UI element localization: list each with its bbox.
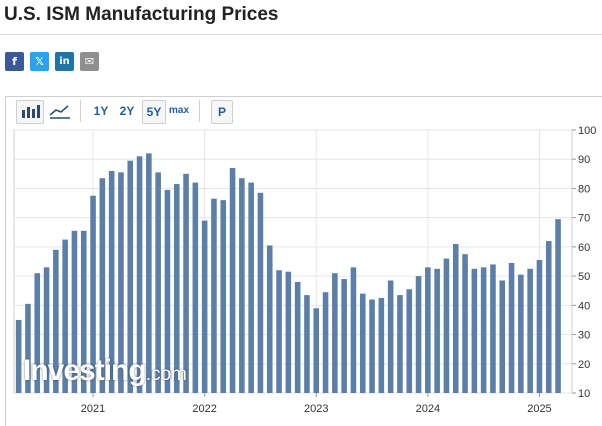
bar[interactable]	[211, 198, 217, 393]
bar[interactable]	[43, 267, 50, 393]
bar[interactable]	[471, 268, 478, 393]
x-share-icon[interactable]: 𝕏	[30, 52, 49, 71]
x-tick-label: 2024	[416, 403, 440, 415]
bar[interactable]	[322, 292, 329, 393]
bar[interactable]	[536, 260, 543, 393]
bar[interactable]	[285, 271, 292, 393]
bar[interactable]	[220, 200, 227, 393]
bar[interactable]	[108, 170, 115, 393]
y-tick-label: 10	[578, 388, 590, 400]
bar[interactable]	[294, 281, 301, 393]
bar[interactable]	[387, 280, 394, 393]
bar[interactable]	[34, 273, 41, 393]
bar[interactable]	[304, 295, 310, 393]
chart-panel	[5, 96, 602, 426]
bar[interactable]	[555, 219, 561, 393]
line-chart-icon	[49, 105, 70, 119]
chart-bars	[15, 153, 561, 393]
bar[interactable]	[378, 298, 385, 393]
bar[interactable]	[257, 192, 264, 393]
bar[interactable]	[118, 172, 124, 393]
title-divider	[0, 34, 602, 35]
x-axis-ticks: 2021 2022 2023 2024 2025	[81, 393, 552, 415]
range-max-button[interactable]: max	[168, 105, 189, 116]
bar[interactable]	[490, 264, 496, 393]
bar[interactable]	[359, 293, 366, 393]
y-axis-ticks: 10 20 30 40 50 60 70 80 90 100	[572, 125, 596, 400]
preliminary-button[interactable]: P	[211, 100, 233, 124]
bar[interactable]	[276, 270, 282, 393]
watermark-brand: Investing	[23, 354, 147, 387]
facebook-share-icon[interactable]: f	[5, 52, 24, 71]
bar[interactable]	[80, 230, 87, 393]
bar[interactable]	[99, 178, 106, 393]
bar[interactable]	[397, 295, 403, 393]
bar[interactable]	[332, 273, 338, 393]
y-tick-label: 60	[578, 242, 590, 254]
y-tick-label: 90	[578, 154, 590, 166]
bar[interactable]	[508, 262, 515, 393]
bar[interactable]	[341, 279, 347, 393]
y-tick-label: 30	[578, 330, 590, 342]
bar[interactable]	[173, 184, 180, 393]
x-tick-label: 2022	[192, 403, 216, 415]
bar[interactable]	[499, 280, 506, 393]
bar[interactable]	[425, 267, 431, 393]
toolbar-separator	[199, 100, 200, 122]
y-tick-label: 100	[578, 125, 596, 137]
bar[interactable]	[71, 230, 78, 393]
bar[interactable]	[248, 182, 254, 393]
y-tick-label: 50	[578, 271, 590, 283]
bar[interactable]	[518, 274, 524, 393]
bar[interactable]	[201, 220, 208, 393]
bar[interactable]	[25, 303, 31, 393]
bar[interactable]	[369, 299, 375, 393]
bar[interactable]	[164, 189, 171, 393]
page-title: U.S. ISM Manufacturing Prices	[4, 4, 279, 25]
x-tick-label: 2025	[527, 403, 551, 415]
y-tick-label: 20	[578, 359, 590, 371]
x-tick-label: 2021	[81, 403, 105, 415]
y-tick-label: 70	[578, 213, 590, 225]
bar[interactable]	[155, 172, 161, 393]
bar[interactable]	[266, 245, 273, 393]
email-share-icon[interactable]: ✉	[80, 52, 99, 71]
bar[interactable]	[146, 153, 152, 393]
bar[interactable]	[527, 268, 533, 393]
bar-chart-icon	[22, 105, 40, 118]
linkedin-share-icon[interactable]: in	[55, 52, 74, 71]
x-tick-label: 2023	[304, 403, 328, 415]
bar[interactable]	[15, 319, 22, 393]
bar[interactable]	[192, 182, 199, 393]
bar[interactable]	[313, 308, 320, 393]
bar[interactable]	[53, 249, 59, 393]
bar-chart-button[interactable]	[16, 100, 44, 124]
bar[interactable]	[462, 254, 468, 393]
bar[interactable]	[415, 276, 422, 393]
y-tick-label: 80	[578, 183, 590, 195]
bar[interactable]	[480, 267, 487, 393]
bar[interactable]	[127, 160, 134, 393]
line-chart-button[interactable]	[46, 100, 74, 122]
bar[interactable]	[434, 268, 440, 393]
range-2y-button[interactable]: 2Y	[119, 104, 135, 118]
bar[interactable]	[406, 289, 413, 393]
bar[interactable]	[90, 195, 96, 393]
range-5y-button[interactable]: 5Y	[142, 100, 166, 124]
bar[interactable]	[443, 258, 450, 393]
bar[interactable]	[136, 156, 143, 393]
watermark-suffix: .com	[145, 364, 187, 385]
investing-watermark: Investing.com	[23, 354, 187, 388]
bar[interactable]	[62, 239, 68, 393]
range-1y-button[interactable]: 1Y	[93, 104, 109, 118]
bar[interactable]	[239, 178, 245, 393]
bar[interactable]	[452, 243, 459, 393]
y-tick-label: 40	[578, 300, 590, 312]
bar[interactable]	[183, 173, 189, 393]
bar[interactable]	[229, 167, 236, 393]
toolbar-separator	[80, 100, 81, 122]
bar[interactable]	[350, 267, 357, 393]
bar[interactable]	[545, 241, 552, 393]
